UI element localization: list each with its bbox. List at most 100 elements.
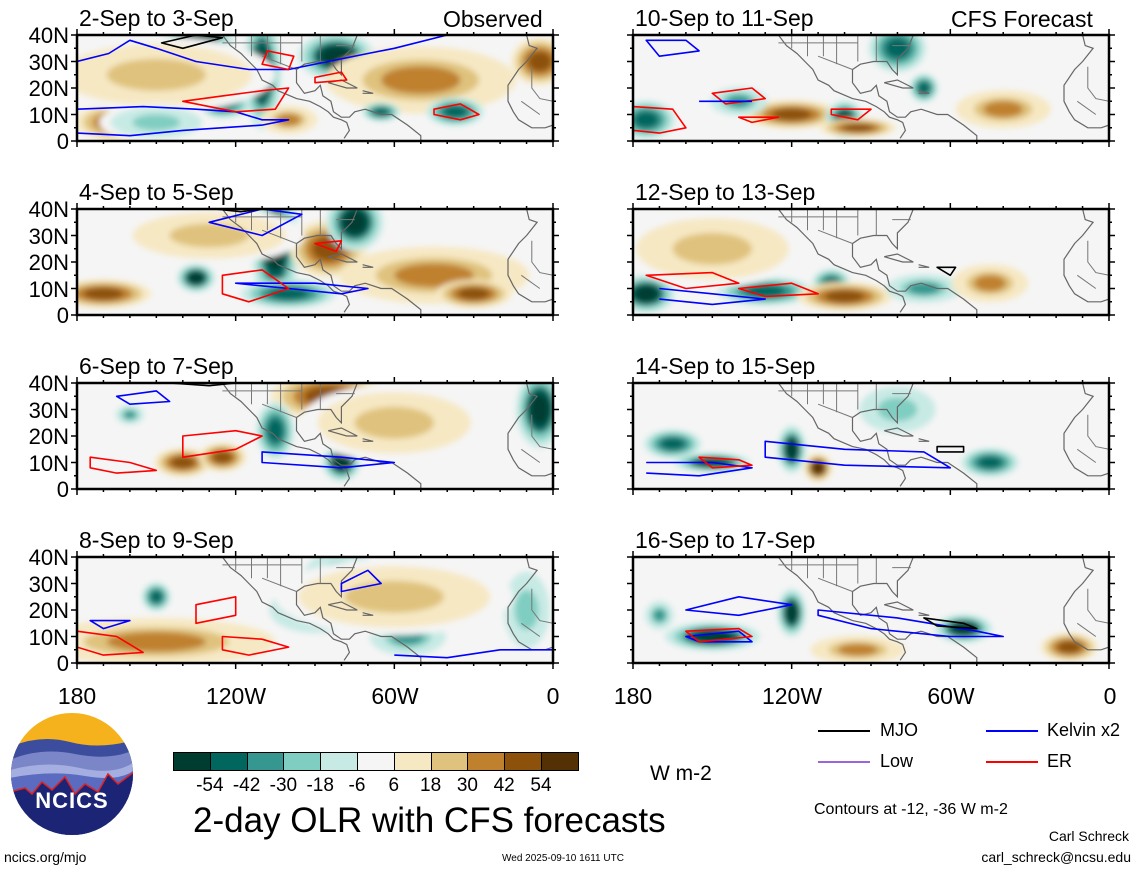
x-tick-right-60w: 60W — [927, 683, 975, 709]
olr-anomaly-mark — [824, 290, 865, 303]
author-name: Carl Schreck — [1048, 828, 1129, 844]
olr-anomaly-mark — [527, 51, 552, 72]
coastline — [851, 591, 978, 663]
er-contour — [182, 429, 263, 458]
er-contour — [314, 240, 343, 253]
olr-anomaly-mark — [908, 282, 940, 295]
ncics-logo-icon — [11, 713, 133, 835]
olr-anomaly-mark — [354, 406, 434, 439]
coastline — [362, 90, 374, 94]
colorbar-swatch — [320, 752, 358, 771]
coastline — [852, 35, 914, 77]
x-tick-left-120w: 120W — [205, 683, 267, 709]
coastline — [1063, 557, 1109, 651]
coastline — [362, 438, 374, 442]
y-tick-label: 40N — [28, 545, 69, 570]
olr-anomaly-mark — [983, 101, 1023, 118]
kelvin-contour — [659, 287, 766, 306]
kelvin-contour — [77, 105, 290, 137]
coastline — [295, 591, 422, 663]
coastline — [1063, 209, 1109, 303]
kelvin-contour — [817, 609, 1004, 638]
olr-map-panel — [71, 203, 559, 321]
er-contour — [195, 596, 237, 625]
legend-kelvin-label: Kelvin x2 — [1047, 720, 1121, 740]
olr-anomaly-mark — [170, 456, 195, 469]
olr-anomaly-mark — [978, 456, 1002, 469]
coastline — [295, 417, 422, 489]
y-tick-label: 0 — [56, 651, 69, 676]
contours-note: Contours at -12, -36 W m-2 — [814, 801, 1008, 818]
coastline — [328, 253, 358, 263]
website-link[interactable]: ncics.org/mjo — [4, 849, 87, 865]
olr-anomaly-mark — [771, 108, 812, 121]
colorbar-tick-label: 30 — [456, 775, 478, 796]
panel-title: 14-Sep to 15-Sep — [635, 353, 816, 379]
olr-anomaly-mark — [974, 275, 1006, 292]
legend-kelvin-line — [986, 730, 1038, 732]
olr-anomaly-mark — [653, 609, 666, 622]
olr-map-panel — [71, 29, 559, 147]
colorbar-tick-label: -42 — [232, 775, 261, 796]
olr-anomaly-mark — [457, 287, 490, 300]
olr-anomaly-mark — [268, 287, 309, 300]
kelvin-contour — [89, 619, 131, 630]
coastline — [362, 612, 374, 616]
olr-anomaly-mark — [634, 285, 659, 302]
country-border — [261, 403, 297, 418]
ncics-logo: NCICS — [10, 712, 134, 836]
olr-map-panel — [627, 203, 1115, 321]
olr-anomaly-mark — [342, 210, 367, 235]
author-email[interactable]: carl_schreck@ncsu.edu — [981, 849, 1131, 865]
olr-anomaly-mark — [123, 410, 136, 419]
colorbar-units: W m-2 — [650, 762, 712, 785]
country-border — [1077, 274, 1097, 289]
coastline — [777, 557, 907, 661]
er-contour — [698, 456, 753, 469]
er-contour — [89, 456, 158, 474]
kelvin-contour — [115, 390, 171, 405]
olr-anomaly-mark — [188, 271, 204, 284]
country-border — [1077, 448, 1097, 463]
er-contour — [633, 105, 687, 134]
observed-label: Observed — [443, 6, 543, 32]
country-border — [531, 588, 553, 624]
kelvin-contour — [646, 461, 753, 477]
coastline — [296, 35, 358, 77]
x-tick-right-0: 0 — [1103, 683, 1117, 709]
country-border — [817, 229, 853, 244]
colorbar-tick-label: -6 — [348, 775, 366, 796]
olr-anomaly-mark — [106, 58, 206, 91]
kelvin-contour — [764, 440, 952, 469]
y-tick-label: 20N — [28, 424, 69, 449]
y-tick-label: 10N — [28, 624, 69, 650]
colorbar-swatch — [283, 752, 322, 771]
er-contour — [182, 87, 290, 113]
er-contour — [645, 271, 740, 290]
colorbar-swatch — [504, 752, 542, 771]
panel-title: 12-Sep to 13-Sep — [635, 179, 816, 205]
coastline — [884, 253, 914, 263]
olr-anomaly-mark — [1057, 641, 1082, 654]
olr-anomaly-mark — [212, 451, 233, 464]
y-tick-label: 40N — [28, 371, 69, 396]
coastline — [362, 264, 374, 268]
cfs-forecast-label: CFS Forecast — [951, 6, 1093, 32]
y-tick-label: 10N — [28, 450, 69, 476]
olr-anomaly-mark — [812, 461, 825, 474]
olr-map-panel — [71, 551, 559, 669]
olr-anomaly-mark — [634, 111, 659, 128]
er-contour — [711, 87, 766, 105]
coastline — [295, 69, 422, 141]
legend-low-label: Low — [880, 751, 914, 771]
country-border — [1077, 622, 1097, 637]
er-contour — [314, 71, 348, 84]
y-tick-label: 30N — [28, 223, 69, 249]
coastline — [295, 243, 422, 315]
coastline — [296, 209, 358, 251]
er-contour — [221, 635, 290, 656]
coastline — [221, 209, 351, 313]
colorbar-tick-label: 6 — [388, 775, 400, 796]
er-contour — [77, 630, 144, 656]
olr-anomaly-mark — [672, 232, 752, 265]
